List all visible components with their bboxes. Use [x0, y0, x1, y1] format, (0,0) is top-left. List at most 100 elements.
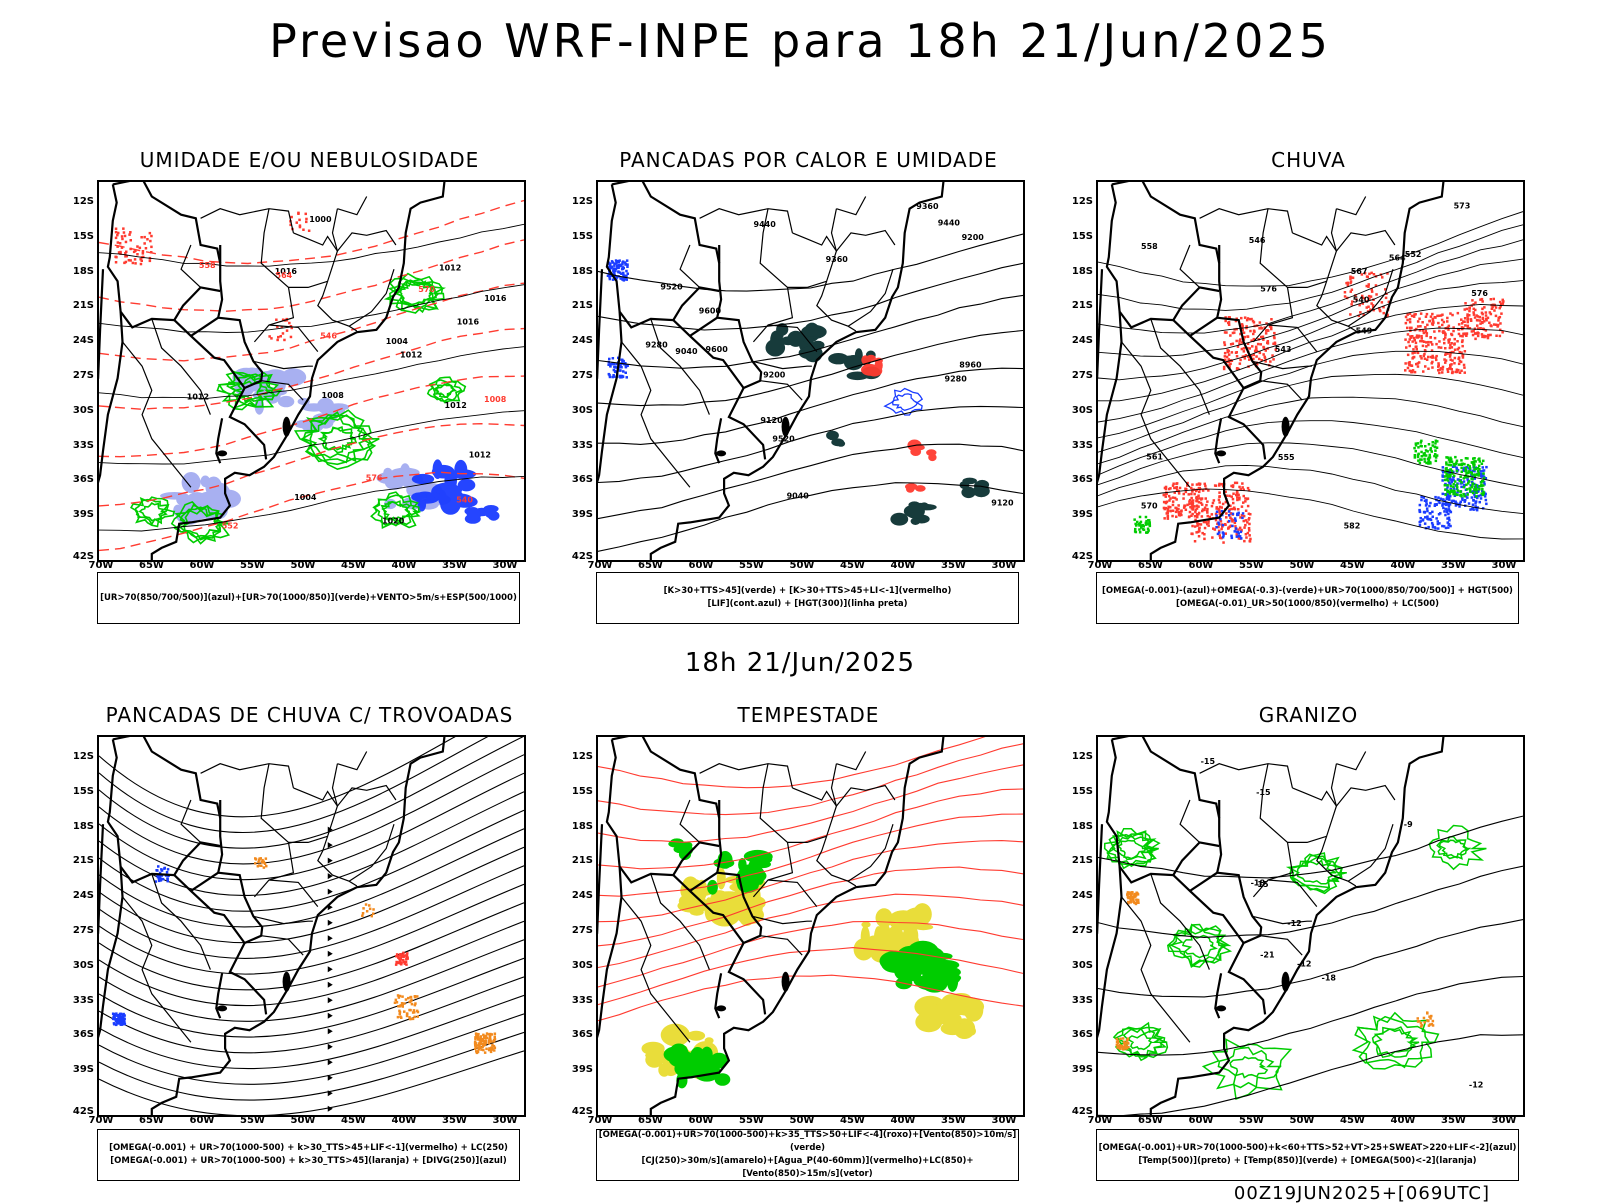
speckle	[1229, 516, 1232, 519]
contour-line	[99, 471, 524, 552]
speckle	[1124, 1047, 1128, 1050]
speckle	[1466, 457, 1469, 460]
contour-label: 564	[1389, 254, 1406, 263]
speckle	[1438, 371, 1441, 375]
shaded-cell	[846, 356, 864, 367]
state-border	[1150, 873, 1210, 970]
speckle	[1404, 321, 1408, 325]
speckle	[1171, 496, 1175, 499]
shaded-cell	[906, 486, 915, 493]
speckle	[1463, 317, 1467, 320]
speckle	[123, 1022, 127, 1026]
speckle	[1404, 338, 1407, 341]
speckle	[621, 260, 625, 263]
shaded-cell	[738, 858, 747, 872]
contour-line	[99, 475, 524, 532]
speckle	[1189, 505, 1192, 509]
speckle	[1477, 327, 1480, 330]
speckle	[1196, 524, 1199, 527]
speckle	[1167, 487, 1171, 491]
speckle	[608, 373, 611, 377]
lake-shape	[217, 1005, 228, 1012]
speckle	[1171, 484, 1175, 487]
country-border	[605, 739, 720, 884]
speckle	[1439, 497, 1443, 500]
contour-line	[99, 422, 524, 507]
contour-label: 1016	[457, 318, 480, 327]
speckle	[1235, 317, 1238, 320]
speckle	[1450, 460, 1454, 464]
speckle	[1473, 475, 1477, 478]
speckle	[1468, 465, 1471, 468]
speckle	[1182, 497, 1185, 500]
shaded-cell	[301, 403, 326, 412]
lon-label: 35W	[442, 1115, 467, 1126]
speckle	[1169, 509, 1172, 513]
speckle	[1475, 495, 1478, 498]
speckle	[1420, 1024, 1424, 1027]
contour-line	[99, 199, 524, 265]
state-border	[816, 836, 857, 887]
speckle	[1473, 316, 1477, 319]
lon-label: 70W	[587, 1115, 613, 1126]
speckle	[1221, 525, 1224, 528]
speckle	[1410, 369, 1413, 373]
speckle	[1381, 276, 1384, 279]
streamline-arrow	[327, 950, 333, 957]
speckle	[1343, 295, 1347, 298]
shaded-cell	[914, 485, 926, 492]
speckle	[1446, 368, 1449, 371]
lat-label: 36S	[1071, 474, 1093, 486]
speckle	[1466, 313, 1469, 316]
speckle	[1174, 506, 1177, 510]
speckle	[125, 250, 128, 253]
contour-line	[598, 947, 1023, 1006]
contour-label: -12	[1469, 1081, 1483, 1090]
state-border	[331, 763, 397, 808]
speckle	[1406, 318, 1409, 322]
speckle	[1184, 490, 1188, 494]
speckle	[1429, 501, 1432, 505]
speckle	[1357, 314, 1361, 318]
speckle	[1454, 500, 1457, 504]
lat-label: 39S	[72, 509, 94, 521]
speckle	[1259, 343, 1262, 346]
state-border	[253, 915, 313, 925]
state-border	[288, 787, 339, 843]
speckle	[149, 239, 152, 243]
speckle	[1203, 537, 1206, 541]
speckle	[1382, 311, 1385, 315]
speckle	[1441, 323, 1444, 327]
shaded-cell	[905, 504, 925, 519]
speckle	[398, 994, 402, 998]
speckle	[1425, 312, 1429, 316]
contour-label: -18	[1251, 879, 1266, 888]
lat-label: 21S	[72, 855, 94, 867]
coastline-east	[1149, 737, 1445, 1115]
speckle	[1244, 497, 1247, 500]
speckle	[1462, 363, 1466, 367]
speckle	[398, 958, 402, 962]
contour-label: 1016	[484, 294, 507, 303]
speckle	[1435, 446, 1439, 449]
speckle	[160, 874, 164, 877]
state-border	[200, 763, 294, 789]
speckle	[1453, 362, 1456, 365]
speckle	[1197, 535, 1201, 538]
speckle	[1484, 477, 1488, 480]
speckle	[1460, 326, 1464, 329]
speckle	[1431, 356, 1434, 359]
speckle	[1463, 500, 1466, 503]
lon-label: 40W	[890, 560, 916, 571]
speckle	[1457, 356, 1461, 359]
speckle	[606, 274, 610, 277]
lat-label: 33S	[1071, 439, 1093, 451]
speckle	[260, 860, 264, 864]
speckle	[1436, 314, 1439, 318]
speckle	[1408, 318, 1412, 321]
speckle	[1466, 478, 1469, 481]
speckle	[625, 269, 628, 273]
speckle	[1250, 339, 1253, 342]
speckle	[115, 255, 118, 259]
map-panel	[97, 735, 526, 1117]
